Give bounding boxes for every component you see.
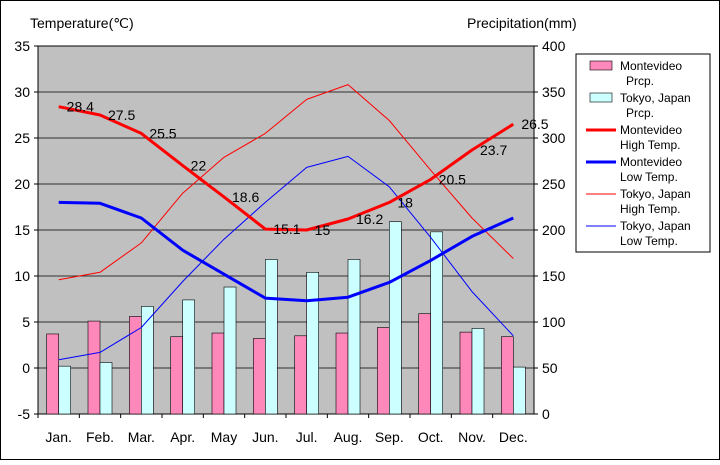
x-tick-label: Nov. [458, 429, 486, 445]
bar [430, 231, 443, 415]
x-tick-label: Mar. [128, 429, 155, 445]
right-tick-label: 400 [542, 38, 566, 54]
bar [501, 336, 514, 415]
bar [294, 335, 307, 415]
bar [347, 259, 361, 415]
right-tick-label: 200 [542, 222, 566, 238]
legend-label: High Temp. [620, 202, 680, 216]
data-label: 22 [191, 158, 207, 174]
data-label: 28.4 [67, 99, 94, 115]
left-tick-label: 25 [14, 130, 30, 146]
left-tick-label: 15 [14, 222, 30, 238]
bar [513, 366, 526, 415]
series-line [58, 105, 515, 232]
x-tick-label: Sep. [375, 429, 404, 445]
bar [182, 299, 195, 415]
left-tick-label: 0 [22, 360, 30, 376]
bar [223, 286, 237, 415]
right-tick-label: 250 [542, 176, 566, 192]
bar [377, 327, 390, 415]
legend-swatch [589, 92, 613, 103]
legend-label: Tokyo, Japan [620, 187, 691, 201]
axes: -505101520253035050100150200250300350400… [14, 38, 565, 445]
bar [87, 320, 101, 415]
bar [459, 331, 473, 415]
series-line [58, 84, 514, 281]
left-tick-label: 10 [14, 268, 30, 284]
left-axis-title: Temperature(℃) [30, 15, 134, 31]
legend-label: Prcp. [626, 106, 654, 120]
left-tick-label: 5 [22, 314, 30, 330]
legend-swatch [589, 60, 613, 71]
right-tick-label: 0 [542, 406, 550, 422]
bar [418, 313, 431, 415]
x-tick-label: Oct. [418, 429, 444, 445]
data-labels: 28.4 27.5 25.5 22 18.6 15.1 15 16.2 18 20.5 23.7 26… [67, 99, 549, 238]
x-tick-label: Jan. [45, 429, 71, 445]
series-line [58, 155, 514, 361]
legend-label: Montevideo [620, 123, 682, 137]
right-tick-label: 100 [542, 314, 566, 330]
data-label: 25.5 [149, 125, 176, 141]
data-label: 20.5 [439, 171, 466, 187]
left-tick-label: 35 [14, 38, 30, 54]
data-label: 26.5 [521, 116, 548, 132]
bar [253, 338, 266, 415]
gridlines [38, 91, 534, 369]
right-tick-label: 150 [542, 268, 566, 284]
x-tick-label: Dec. [499, 429, 528, 445]
right-tick-label: 50 [542, 360, 558, 376]
right-tick-label: 350 [542, 84, 566, 100]
bar [335, 332, 349, 415]
data-label: 27.5 [108, 107, 135, 123]
left-tick-label: 20 [14, 176, 30, 192]
x-tick-label: Apr. [170, 429, 195, 445]
right-axis-title: Precipitation(mm) [467, 15, 577, 31]
bar [58, 365, 71, 415]
bar [306, 272, 319, 415]
bar [471, 328, 485, 415]
bars [46, 221, 526, 415]
legend-label: Tokyo, Japan [620, 91, 691, 105]
legend-label: Tokyo, Japan [620, 219, 691, 233]
legend-label: Low Temp. [620, 234, 678, 248]
x-tick-label: Feb. [86, 429, 114, 445]
bar [46, 333, 59, 415]
data-label: 18 [397, 194, 413, 210]
x-tick-label: Jul. [296, 429, 318, 445]
data-label: 15 [315, 222, 331, 238]
x-tick-label: Aug. [334, 429, 363, 445]
legend-label: Low Temp. [620, 170, 678, 184]
legend-label: High Temp. [620, 138, 680, 152]
bar [211, 332, 225, 415]
data-label: 16.2 [356, 211, 383, 227]
data-label: 18.6 [232, 189, 259, 205]
bar [389, 221, 402, 415]
data-label: 23.7 [480, 142, 507, 158]
lines [58, 84, 515, 361]
data-label: 15.1 [273, 221, 300, 237]
right-tick-label: 300 [542, 130, 566, 146]
legend-label: Montevideo [620, 59, 682, 73]
x-tick-label: May [211, 429, 237, 445]
left-tick-label: -5 [18, 406, 31, 422]
left-tick-label: 30 [14, 84, 30, 100]
x-tick-label: Jun. [252, 429, 278, 445]
legend-label: Prcp. [626, 74, 654, 88]
bar [170, 336, 183, 415]
series-line [58, 200, 514, 303]
bar [265, 259, 278, 415]
legend-box [575, 53, 711, 253]
bar [99, 362, 113, 415]
bar [141, 306, 154, 415]
legend-label: Montevideo [620, 155, 682, 169]
